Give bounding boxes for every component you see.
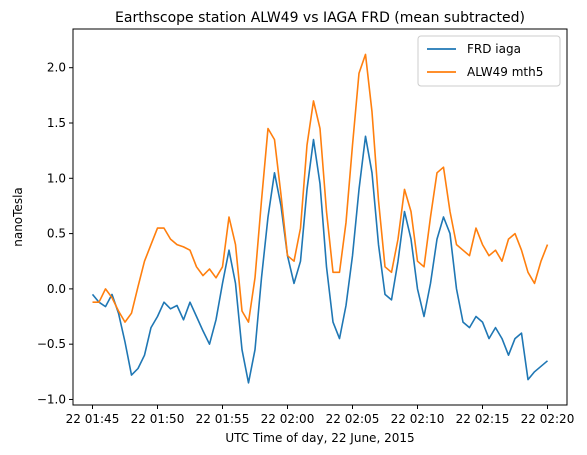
y-tick-label: −1.0 (37, 392, 66, 406)
legend-label-alw49-mth5: ALW49 mth5 (467, 65, 543, 79)
x-tick-label: 22 01:55 (196, 412, 250, 426)
chart-title: Earthscope station ALW49 vs IAGA FRD (me… (115, 10, 525, 26)
y-tick-label: 1.0 (47, 171, 66, 185)
y-tick-label: 0.0 (47, 282, 66, 296)
y-tick-label: 2.0 (47, 61, 66, 75)
plot-area (72, 28, 568, 406)
x-tick-label: 22 01:45 (66, 412, 120, 426)
x-tick-label: 22 01:50 (131, 412, 185, 426)
plot-frame (72, 28, 568, 406)
y-tick-label: −0.5 (37, 337, 66, 351)
legend-label-frd-iaga: FRD iaga (467, 42, 521, 56)
series-line-frd-iaga (91, 135, 549, 384)
y-tick-label: 0.5 (47, 227, 66, 241)
x-tick-label: 22 02:05 (326, 412, 380, 426)
x-axis-label: UTC Time of day, 22 June, 2015 (225, 431, 414, 445)
y-axis: −1.0 −0.5 0.0 0.5 1.0 1.5 2.0 (37, 61, 73, 406)
y-tick-label: 1.5 (47, 116, 66, 130)
legend: FRD iaga ALW49 mth5 (417, 35, 561, 87)
x-tick-label: 22 02:15 (456, 412, 510, 426)
x-tick-label: 22 02:10 (391, 412, 445, 426)
x-tick-label: 22 02:00 (261, 412, 315, 426)
y-axis-label: nanoTesla (11, 187, 25, 247)
x-axis: 22 01:45 22 01:50 22 01:55 22 02:00 22 02:05… (66, 405, 575, 426)
x-tick-label: 22 02:20 (521, 412, 575, 426)
series-layer (91, 53, 549, 384)
series-line-alw49-mth5 (92, 53, 549, 323)
